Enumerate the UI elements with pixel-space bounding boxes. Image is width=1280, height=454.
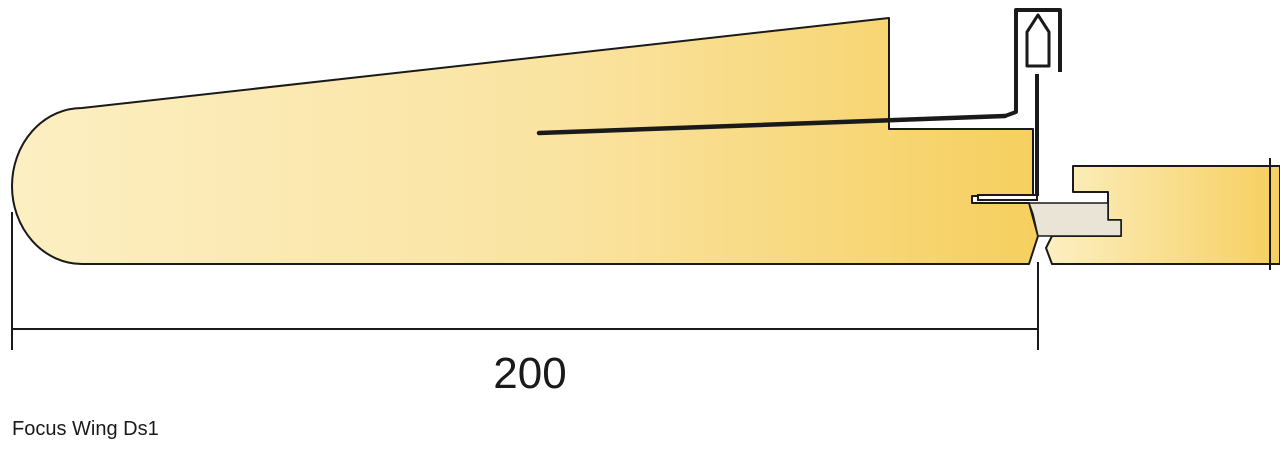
clip-tongue: [977, 194, 1038, 201]
wing-panel-main: [11, 17, 1039, 265]
groove-insert: [1028, 202, 1122, 237]
suspension-clip: [1004, 8, 1062, 196]
kerf-line: [536, 113, 1008, 136]
dimension-value: 200: [493, 349, 566, 398]
clip-hook: [1025, 13, 1051, 68]
product-caption: Focus Wing Ds1: [12, 418, 159, 440]
